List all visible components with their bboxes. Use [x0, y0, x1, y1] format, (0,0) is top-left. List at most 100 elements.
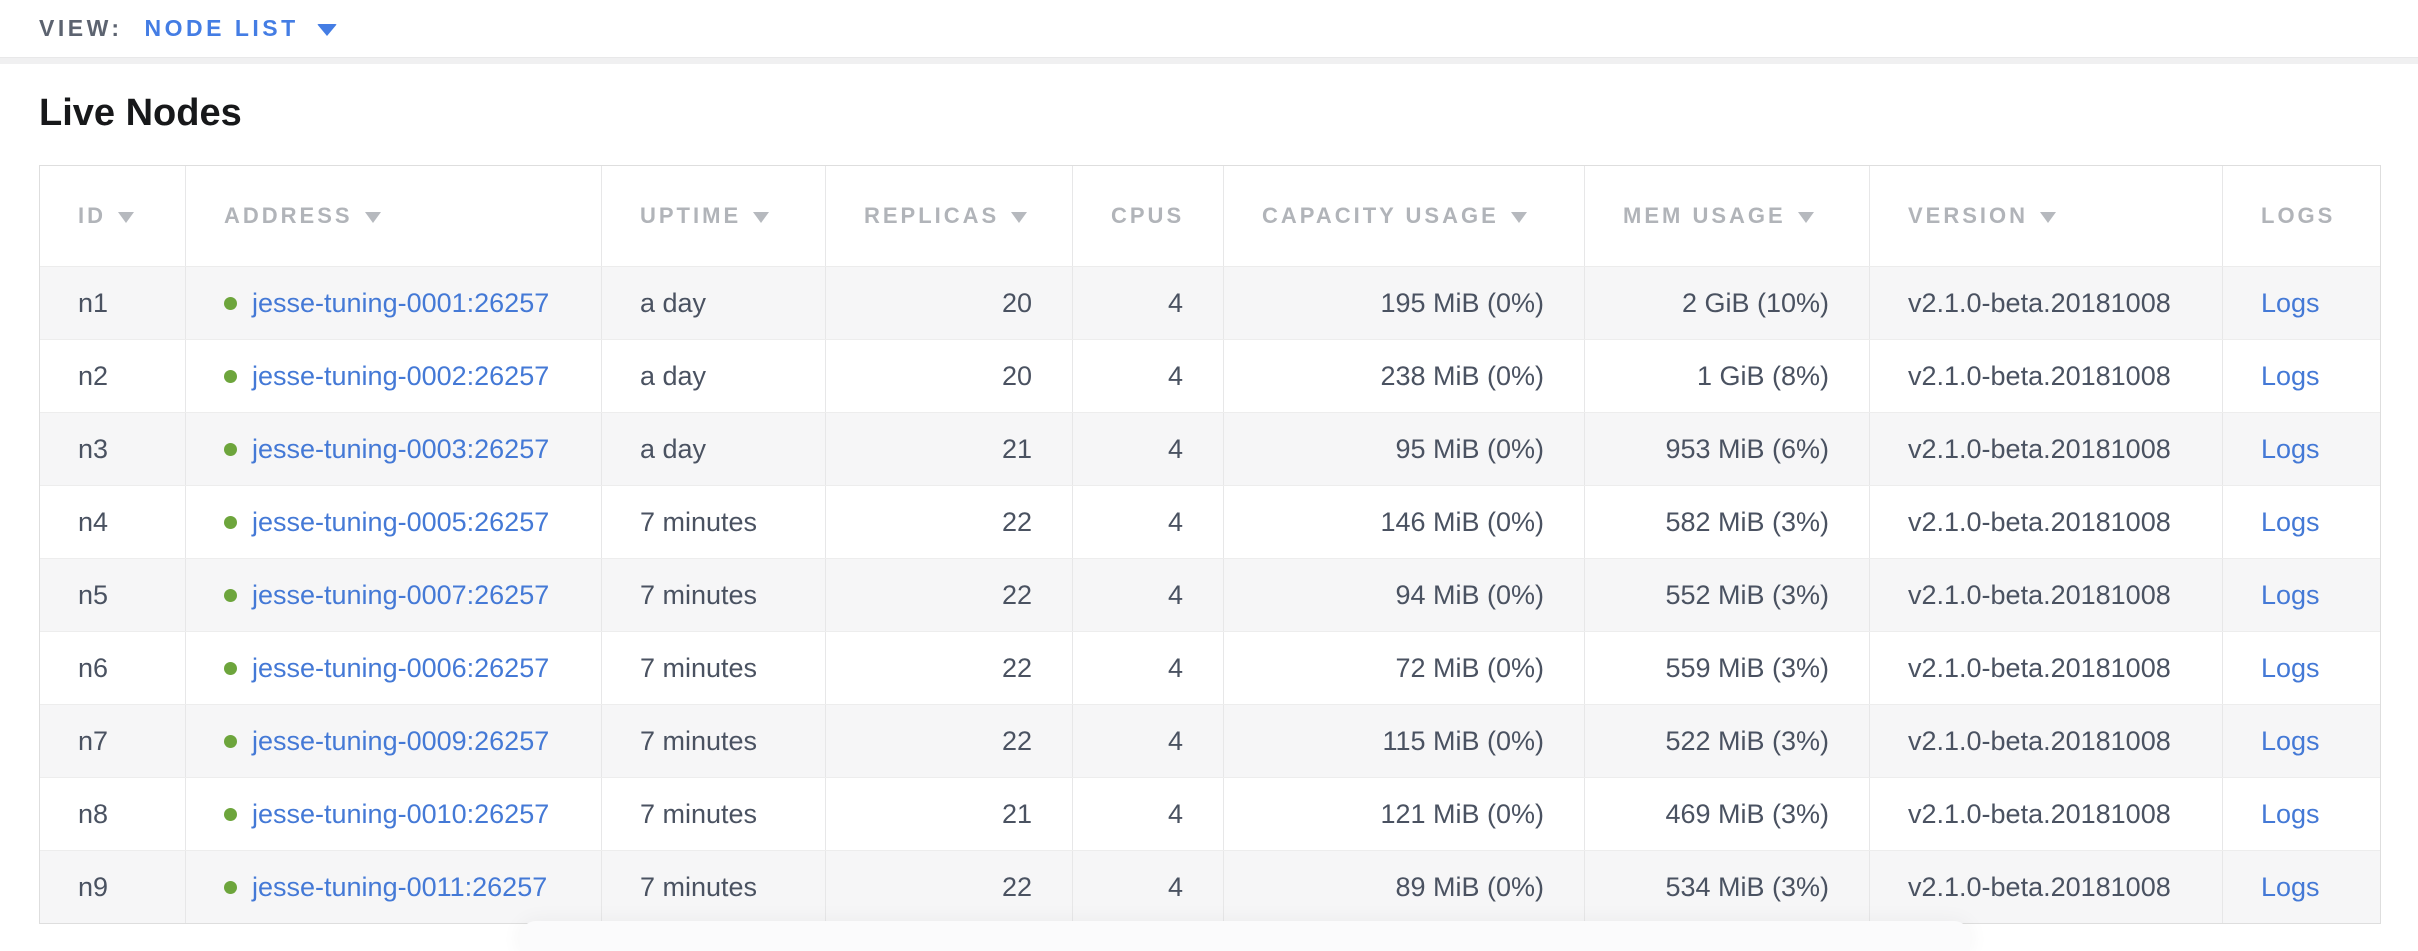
node-address-link[interactable]: jesse-tuning-0001:26257 [252, 287, 550, 318]
cell-uptime: 7 minutes [602, 486, 826, 558]
column-header-capacity[interactable]: CAPACITY USAGE [1224, 166, 1585, 266]
cell-version: v2.1.0-beta.20181008 [1870, 486, 2223, 558]
cell-uptime: 7 minutes [602, 851, 826, 923]
logs-link[interactable]: Logs [2261, 433, 2320, 464]
table-row: n1 jesse-tuning-0001:26257 a day 20 4 19… [40, 267, 2380, 339]
table-body: n1 jesse-tuning-0001:26257 a day 20 4 19… [40, 267, 2380, 923]
node-live-status-icon [224, 296, 237, 310]
cell-uptime: 7 minutes [602, 705, 826, 777]
cell-address: jesse-tuning-0006:26257 [186, 632, 602, 704]
node-address-link[interactable]: jesse-tuning-0010:26257 [252, 798, 550, 829]
cell-capacity-usage: 89 MiB (0%) [1224, 851, 1585, 923]
cell-mem-usage: 582 MiB (3%) [1585, 486, 1870, 558]
cell-logs: Logs [2223, 340, 2380, 412]
cell-version: v2.1.0-beta.20181008 [1870, 267, 2223, 339]
cell-cpus: 4 [1073, 705, 1224, 777]
view-bar: VIEW: NODE LIST [0, 0, 2418, 57]
cell-node-id: n9 [40, 851, 186, 923]
column-header-version[interactable]: VERSION [1870, 166, 2223, 266]
cell-address: jesse-tuning-0002:26257 [186, 340, 602, 412]
column-header-cpus[interactable]: CPUS [1073, 166, 1224, 266]
cell-capacity-usage: 95 MiB (0%) [1224, 413, 1585, 485]
bottom-sheet-shadow [520, 921, 1970, 951]
dropdown-caret-icon [316, 24, 337, 36]
top-divider [0, 57, 2418, 64]
cell-version: v2.1.0-beta.20181008 [1870, 851, 2223, 923]
table-row: n2 jesse-tuning-0002:26257 a day 20 4 23… [40, 339, 2380, 412]
table-row: n3 jesse-tuning-0003:26257 a day 21 4 95… [40, 412, 2380, 485]
cell-replicas: 20 [826, 267, 1073, 339]
node-address-link[interactable]: jesse-tuning-0002:26257 [252, 360, 550, 391]
cell-node-id: n1 [40, 267, 186, 339]
cell-capacity-usage: 195 MiB (0%) [1224, 267, 1585, 339]
cell-address: jesse-tuning-0009:26257 [186, 705, 602, 777]
logs-link[interactable]: Logs [2261, 871, 2320, 902]
node-address-link[interactable]: jesse-tuning-0006:26257 [252, 652, 550, 683]
sort-descending-icon [753, 211, 770, 223]
node-address-link[interactable]: jesse-tuning-0007:26257 [252, 579, 550, 610]
cell-address: jesse-tuning-0011:26257 [186, 851, 602, 923]
cell-mem-usage: 1 GiB (8%) [1585, 340, 1870, 412]
logs-link[interactable]: Logs [2261, 725, 2320, 756]
cell-logs: Logs [2223, 413, 2380, 485]
logs-link[interactable]: Logs [2261, 506, 2320, 537]
column-header-uptime[interactable]: UPTIME [602, 166, 826, 266]
cell-mem-usage: 552 MiB (3%) [1585, 559, 1870, 631]
cell-address: jesse-tuning-0010:26257 [186, 778, 602, 850]
view-selector-dropdown[interactable]: NODE LIST [145, 15, 337, 42]
cell-version: v2.1.0-beta.20181008 [1870, 632, 2223, 704]
cell-logs: Logs [2223, 486, 2380, 558]
column-header-mem[interactable]: MEM USAGE [1585, 166, 1870, 266]
cell-node-id: n5 [40, 559, 186, 631]
column-header-id[interactable]: ID [40, 166, 186, 266]
table-row: n6 jesse-tuning-0006:26257 7 minutes 22 … [40, 631, 2380, 704]
cell-node-id: n7 [40, 705, 186, 777]
column-header-address[interactable]: ADDRESS [186, 166, 602, 266]
view-label: VIEW: [39, 15, 123, 41]
logs-link[interactable]: Logs [2261, 652, 2320, 683]
cell-cpus: 4 [1073, 778, 1224, 850]
cell-node-id: n4 [40, 486, 186, 558]
logs-link[interactable]: Logs [2261, 287, 2320, 318]
cell-node-id: n8 [40, 778, 186, 850]
cell-replicas: 22 [826, 705, 1073, 777]
cell-cpus: 4 [1073, 851, 1224, 923]
cell-replicas: 21 [826, 778, 1073, 850]
node-address-link[interactable]: jesse-tuning-0009:26257 [252, 725, 550, 756]
sort-descending-icon [2040, 211, 2057, 223]
node-address-link[interactable]: jesse-tuning-0011:26257 [252, 871, 548, 902]
sort-descending-icon [1510, 211, 1527, 223]
view-selected-value: NODE LIST [144, 15, 299, 41]
cell-replicas: 20 [826, 340, 1073, 412]
logs-link[interactable]: Logs [2261, 360, 2320, 391]
cell-logs: Logs [2223, 559, 2380, 631]
node-live-status-icon [224, 588, 237, 602]
node-live-status-icon [224, 807, 237, 821]
cell-uptime: 7 minutes [602, 778, 826, 850]
page-title: Live Nodes [39, 92, 242, 134]
node-address-link[interactable]: jesse-tuning-0005:26257 [252, 506, 550, 537]
cell-logs: Logs [2223, 851, 2380, 923]
node-live-status-icon [224, 661, 237, 675]
cell-version: v2.1.0-beta.20181008 [1870, 778, 2223, 850]
logs-link[interactable]: Logs [2261, 798, 2320, 829]
cell-address: jesse-tuning-0003:26257 [186, 413, 602, 485]
cell-mem-usage: 953 MiB (6%) [1585, 413, 1870, 485]
logs-link[interactable]: Logs [2261, 579, 2320, 610]
live-nodes-table: ID ADDRESS UPTIME REPLICAS CPUS CAPACITY… [39, 165, 2381, 924]
column-header-replicas[interactable]: REPLICAS [826, 166, 1073, 266]
column-header-logs[interactable]: LOGS [2261, 203, 2336, 228]
cell-version: v2.1.0-beta.20181008 [1870, 413, 2223, 485]
cell-mem-usage: 522 MiB (3%) [1585, 705, 1870, 777]
cell-mem-usage: 534 MiB (3%) [1585, 851, 1870, 923]
cell-address: jesse-tuning-0001:26257 [186, 267, 602, 339]
cell-capacity-usage: 146 MiB (0%) [1224, 486, 1585, 558]
cell-capacity-usage: 121 MiB (0%) [1224, 778, 1585, 850]
cell-capacity-usage: 115 MiB (0%) [1224, 705, 1585, 777]
table-row: n4 jesse-tuning-0005:26257 7 minutes 22 … [40, 485, 2380, 558]
sort-descending-icon [1011, 211, 1028, 223]
cell-replicas: 22 [826, 851, 1073, 923]
node-address-link[interactable]: jesse-tuning-0003:26257 [252, 433, 550, 464]
cell-node-id: n6 [40, 632, 186, 704]
node-live-status-icon [224, 734, 237, 748]
